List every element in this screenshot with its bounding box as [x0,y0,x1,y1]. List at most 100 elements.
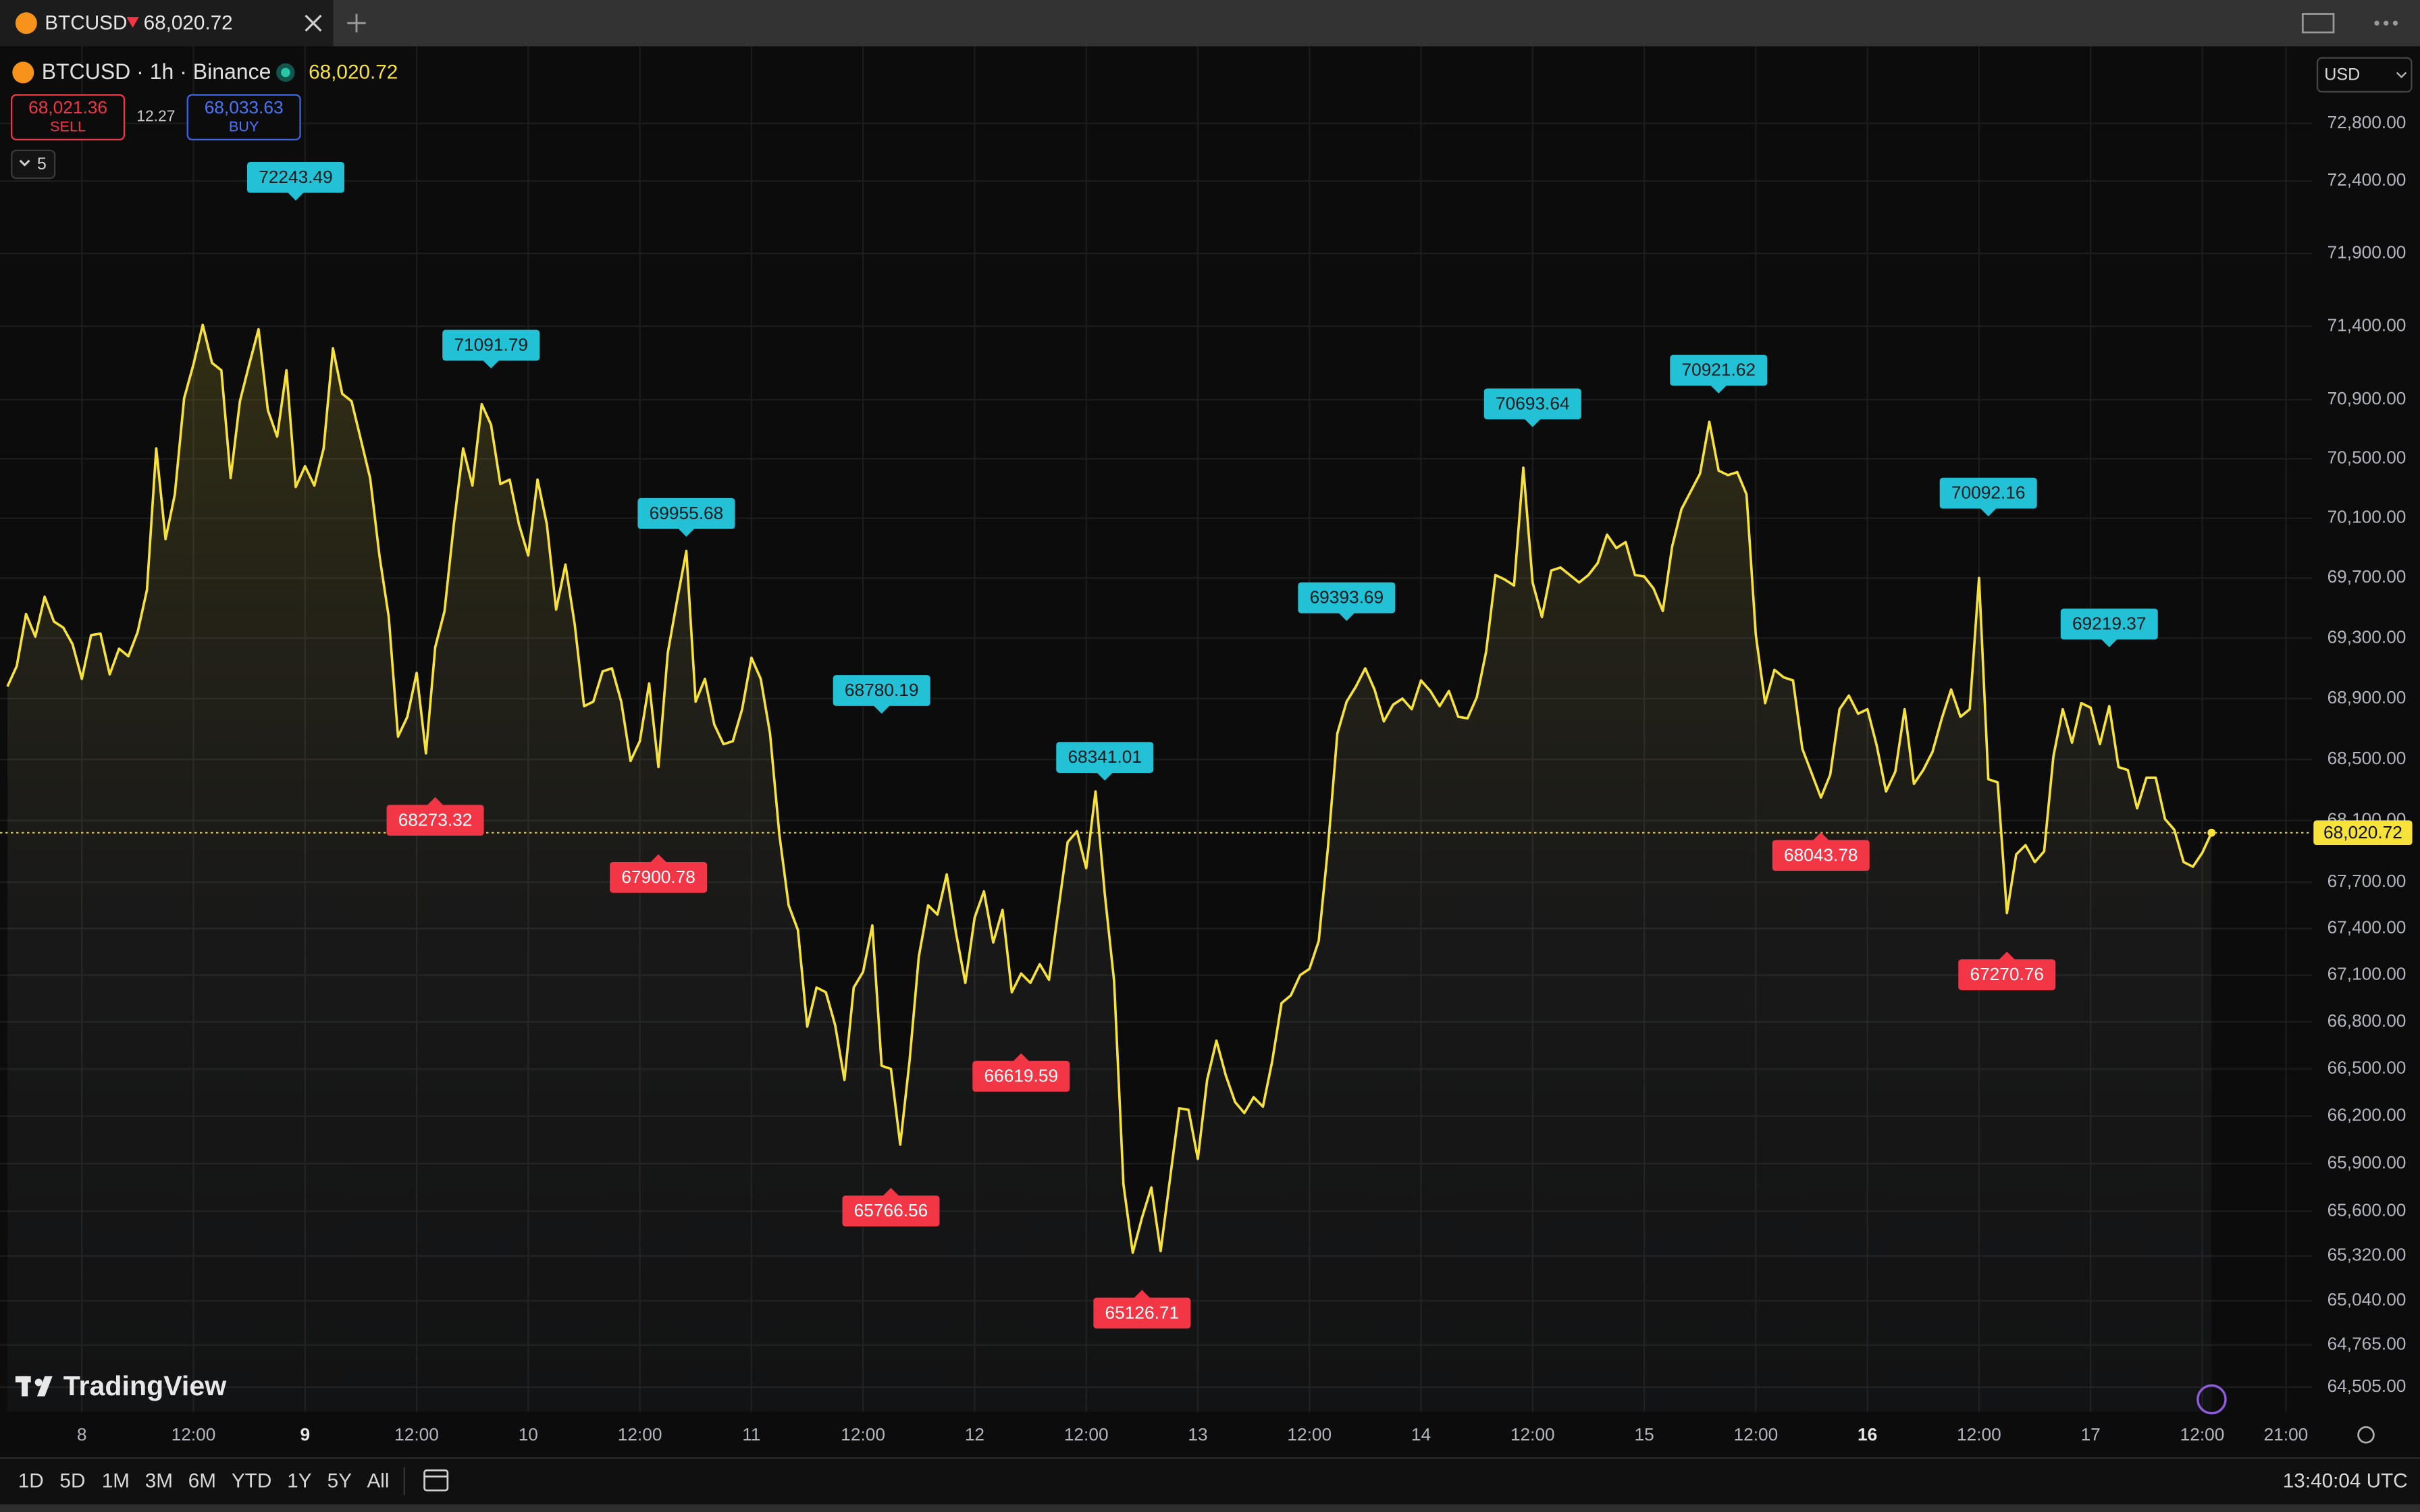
marker-box [1298,582,1396,614]
window-edge [0,1504,2420,1512]
marker-box [833,675,930,706]
y-tick-label: 70,900.00 [2327,388,2406,408]
y-tick-label: 71,900.00 [2327,242,2406,262]
x-tick-label: 14 [1411,1424,1431,1444]
price-area [7,325,2212,1412]
marker-label: 67270.76 [1970,964,2044,984]
marker-label: 69393.69 [1310,587,1384,608]
marker-label: 65766.56 [854,1200,928,1220]
marker-box [610,862,708,893]
price-marker: 69393.69 [1298,582,1396,621]
marker-box [1483,388,1581,420]
y-tick-label: 66,800.00 [2327,1010,2406,1031]
indicators-toggle[interactable] [10,149,56,180]
range-button[interactable]: 5Y [327,1469,352,1492]
layout-button[interactable] [2301,13,2335,34]
price-marker: 70092.16 [1939,477,2037,516]
y-tick-label: 67,400.00 [2327,917,2406,937]
last-price-badge [2313,820,2413,845]
marker-pointer [1997,951,2016,961]
new-tab[interactable] [347,14,366,32]
price-marker: 71091.79 [442,329,540,369]
brand-name: TradingView [63,1370,227,1401]
x-tick-label: 12:00 [1957,1424,2001,1444]
marker-pointer [649,854,668,864]
range-button[interactable]: 5D [59,1469,85,1492]
plot-area [0,46,2312,1412]
last-price-label: 68,020.72 [2323,822,2402,842]
marker-box [1670,354,1768,386]
x-tick-label: 12:00 [1510,1424,1555,1444]
marker-pointer [1095,771,1114,781]
range-button[interactable]: 1M [102,1469,130,1492]
price-marker: 68273.32 [386,796,484,836]
tab[interactable] [0,0,334,47]
assistant-button[interactable] [2197,1384,2227,1415]
range-button[interactable]: 3M [145,1469,173,1492]
header-price: 68,020.72 [309,61,398,83]
sell-button[interactable] [11,94,126,140]
range-button[interactable]: All [367,1469,389,1492]
price-marker: 69219.37 [2060,608,2158,647]
price-marker: 67270.76 [1958,951,2056,990]
y-tick-label: 66,200.00 [2327,1104,2406,1125]
marker-box [2060,608,2158,640]
y-tick-label: 71,400.00 [2327,315,2406,335]
x-tick-label: 16 [1858,1424,1877,1444]
indicator-count: 5 [37,155,47,173]
marker-box [1056,742,1154,774]
marker-box [1958,959,2056,990]
range-button[interactable]: 6M [188,1469,216,1492]
price-line [6,323,2213,1254]
chevron [19,159,30,167]
buy-button[interactable] [186,94,301,140]
marker-label: 67900.78 [621,867,695,887]
x-tick-label: 12:00 [1287,1424,1332,1444]
range-button[interactable]: 1Y [287,1469,312,1492]
x-tick-label: 12:00 [841,1424,885,1444]
marker-label: 68043.78 [1784,844,1858,865]
y-tick-label: 65,320.00 [2327,1245,2406,1265]
marker-pointer [677,527,696,537]
x-tick-label: 12:00 [2180,1424,2225,1444]
marker-pointer [2100,638,2119,647]
tab-bar [0,0,2420,47]
x-tick-label: 17 [2081,1424,2101,1444]
marker-pointer [1011,1053,1031,1063]
settings-button[interactable] [2357,1426,2375,1444]
x-tick-label: 15 [1634,1424,1654,1444]
x-tick-label: 21:00 [2264,1424,2309,1444]
x-tick-label: 12:00 [1064,1424,1109,1444]
marker-box [842,1195,940,1226]
currency-select[interactable] [2316,57,2413,93]
marker-pointer [1132,1290,1152,1299]
currency: USD [2324,65,2360,84]
y-tick-label: 70,100.00 [2327,507,2406,527]
y-tick-label: 64,505.00 [2327,1376,2406,1396]
range-button[interactable]: YTD [232,1469,271,1492]
range-button[interactable]: 1D [18,1469,44,1492]
x-tick-label: 12 [965,1424,984,1444]
y-tick-label: 65,040.00 [2327,1289,2406,1310]
buy-label: BUY [229,117,259,134]
close-tab[interactable] [305,14,322,32]
y-tick-label: 66,500.00 [2327,1058,2406,1078]
brand-logo [15,1376,53,1397]
price-marker: 69955.68 [637,497,735,537]
x-tick-label: 12:00 [1733,1424,1778,1444]
marker-label: 70092.16 [1951,483,2026,503]
marker-label: 66619.59 [984,1066,1059,1086]
price-marker: 67900.78 [610,854,708,893]
price-marker: 66619.59 [972,1053,1070,1092]
y-tick-label: 72,400.00 [2327,169,2406,190]
bottom-toolbar [0,1458,2420,1505]
price-marker: 68341.01 [1056,742,1154,781]
tab-price: 68,020.72 [144,11,233,34]
y-tick-label: 67,700.00 [2327,871,2406,891]
more-button[interactable] [2374,20,2398,26]
marker-label: 70921.62 [1681,360,1756,380]
marker-label: 71091.79 [454,335,528,355]
date-range-button[interactable] [423,1469,449,1492]
marker-box [246,161,344,193]
